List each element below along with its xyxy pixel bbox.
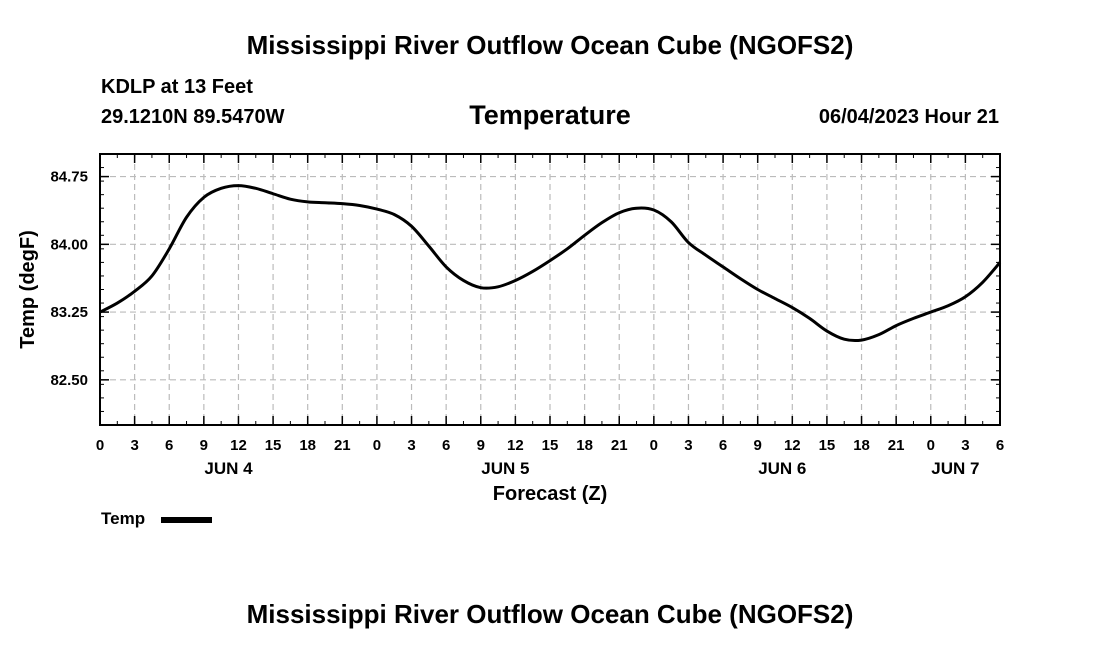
y-tick-label: 84.00 bbox=[50, 236, 88, 253]
x-tick-label: 0 bbox=[96, 437, 104, 454]
x-tick-label: 9 bbox=[477, 437, 485, 454]
x-tick-label: 21 bbox=[888, 437, 905, 454]
x-tick-label: 21 bbox=[334, 437, 351, 454]
day-label: JUN 4 bbox=[204, 459, 253, 478]
x-tick-label: 3 bbox=[407, 437, 415, 454]
x-tick-label: 15 bbox=[819, 437, 836, 454]
y-tick-label: 84.75 bbox=[50, 169, 88, 186]
x-tick-label: 0 bbox=[373, 437, 381, 454]
x-tick-label: 9 bbox=[754, 437, 762, 454]
legend-label-temp: Temp bbox=[101, 509, 146, 528]
x-tick-label: 12 bbox=[784, 437, 801, 454]
x-axis-label: Forecast (Z) bbox=[493, 483, 607, 505]
x-tick-label: 18 bbox=[853, 437, 870, 454]
x-tick-label: 0 bbox=[650, 437, 658, 454]
y-tick-label: 82.50 bbox=[50, 372, 88, 389]
y-axis-label: Temp (degF) bbox=[17, 230, 39, 349]
footer-title: Mississippi River Outflow Ocean Cube (NG… bbox=[246, 599, 854, 629]
page-title: Mississippi River Outflow Ocean Cube (NG… bbox=[246, 30, 854, 60]
x-tick-label: 15 bbox=[265, 437, 282, 454]
x-tick-label: 6 bbox=[996, 437, 1004, 454]
x-tick-label: 18 bbox=[299, 437, 316, 454]
x-tick-label: 21 bbox=[611, 437, 628, 454]
x-tick-label: 3 bbox=[684, 437, 692, 454]
x-tick-label: 6 bbox=[165, 437, 173, 454]
station-coordinates: 29.1210N 89.5470W bbox=[101, 106, 285, 128]
x-tick-label: 6 bbox=[719, 437, 727, 454]
station-label: KDLP at 13 Feet bbox=[101, 76, 253, 98]
x-tick-label: 3 bbox=[961, 437, 969, 454]
forecast-timestamp: 06/04/2023 Hour 21 bbox=[818, 106, 999, 128]
x-tick-label: 3 bbox=[130, 437, 138, 454]
x-tick-label: 15 bbox=[542, 437, 559, 454]
day-label: JUN 6 bbox=[758, 459, 806, 478]
x-tick-label: 0 bbox=[927, 437, 935, 454]
day-label: JUN 7 bbox=[931, 459, 979, 478]
x-tick-label: 9 bbox=[200, 437, 208, 454]
y-tick-label: 83.25 bbox=[50, 304, 88, 321]
x-tick-label: 6 bbox=[442, 437, 450, 454]
x-tick-label: 18 bbox=[576, 437, 593, 454]
x-tick-label: 12 bbox=[230, 437, 247, 454]
day-label: JUN 5 bbox=[481, 459, 529, 478]
x-tick-label: 12 bbox=[507, 437, 524, 454]
legend-swatch-temp bbox=[161, 517, 212, 523]
chart-title: Temperature bbox=[469, 100, 631, 130]
series-line-temp bbox=[99, 184, 1002, 343]
